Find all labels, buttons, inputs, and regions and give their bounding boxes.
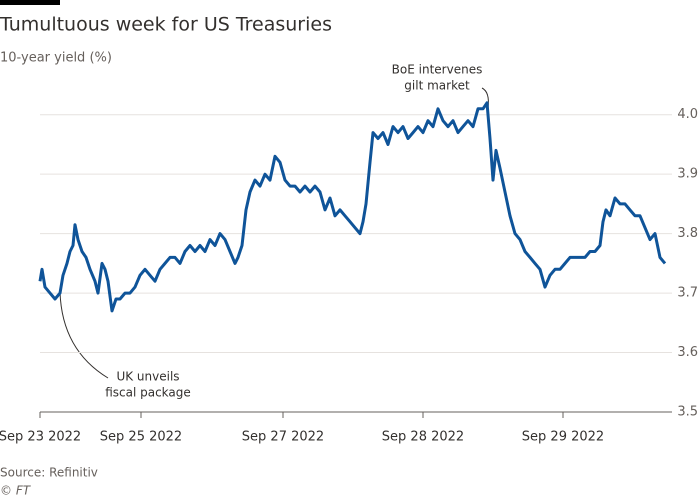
x-tick-label: Sep 29 2022 (522, 430, 604, 445)
x-tick-label: Sep 25 2022 (100, 430, 182, 445)
x-tick-label: Sep 28 2022 (382, 430, 464, 445)
line (38, 101, 667, 313)
y-tick-label: 3.8 (677, 226, 698, 241)
credit: © FT (0, 484, 32, 498)
annotation-leader (59, 291, 109, 379)
x-tick-label: Sep 27 2022 (242, 430, 324, 445)
source: Source: Refinitiv (0, 466, 98, 480)
y-tick-label: 3.5 (677, 405, 698, 420)
y-tick-label: 3.6 (677, 345, 698, 360)
chart-title: Tumultuous week for US Treasuries (0, 14, 332, 36)
y-tick-label: 3.7 (677, 286, 698, 301)
annotation: UK unveils (116, 370, 179, 384)
y-tick-label: 4.0 (677, 107, 698, 122)
x-tick-label: Sep 23 2022 (0, 430, 81, 445)
chart-subtitle: 10-year yield (%) (0, 51, 112, 66)
annotation: gilt market (404, 79, 470, 93)
brand-bar (0, 0, 60, 5)
annotation: fiscal package (105, 386, 191, 400)
y-tick-label: 3.9 (677, 167, 698, 182)
annotation: BoE intervenes (392, 63, 483, 77)
